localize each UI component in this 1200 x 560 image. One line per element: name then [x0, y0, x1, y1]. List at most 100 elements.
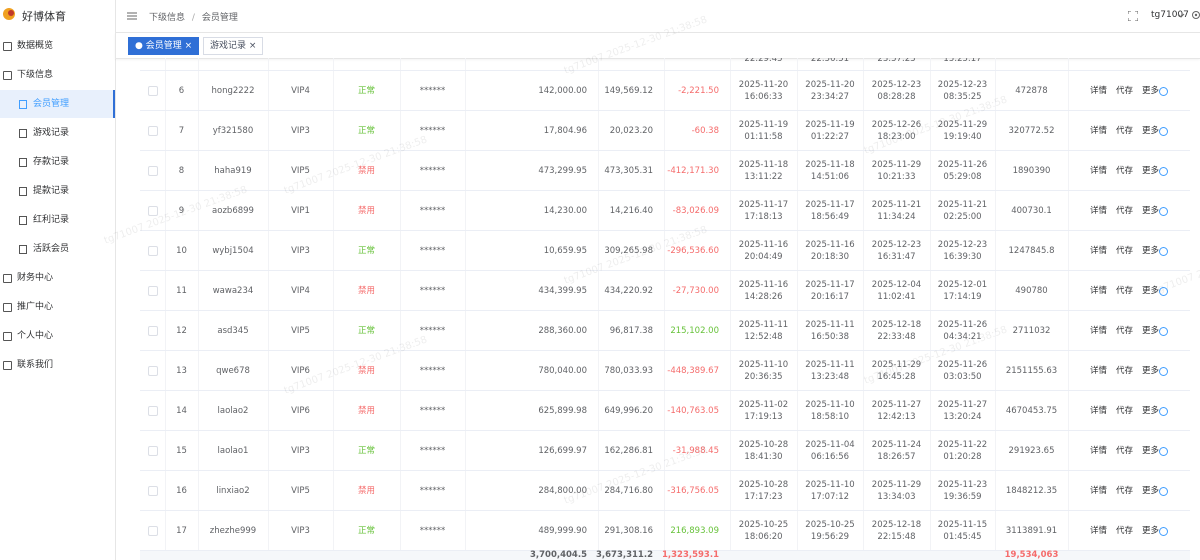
action-2[interactable]: 更多 [1142, 526, 1160, 536]
date-part: 2025-11-11 [805, 320, 855, 330]
row-divider [140, 510, 1190, 511]
action-0[interactable]: 详情 [1089, 86, 1107, 96]
date-part: 2025-10-28 [738, 480, 789, 490]
row-divider [140, 150, 1190, 151]
cell-status: 正常 [357, 446, 375, 456]
action-2[interactable]: 更多 [1142, 206, 1160, 216]
cell-d2: 2025-11-21 11:34:24 [863, 191, 930, 231]
submenu-item[interactable]: 存款记录 [0, 148, 115, 176]
action-0[interactable]: 详情 [1089, 166, 1107, 176]
tab-active[interactable]: ● 会员管理 × [128, 37, 200, 55]
action-1[interactable]: 代存 [1115, 246, 1133, 256]
more-icon [1159, 246, 1169, 256]
cell-profit: -296,536.60 [667, 246, 719, 256]
date-part: 2025-11-10 [805, 480, 855, 490]
menu-item[interactable]: 联系我们 [0, 351, 115, 379]
settings-icon[interactable] [1191, 10, 1200, 20]
action-1[interactable]: 代存 [1115, 286, 1133, 296]
breadcrumb: 下级信息 / 会员管理 [149, 10, 238, 23]
submenu-item[interactable]: 提款记录 [0, 177, 115, 205]
action-0[interactable]: 详情 [1089, 526, 1107, 536]
menu-label: 财务中心 [17, 273, 54, 283]
menu-icon [3, 71, 12, 80]
menu-label: 联系我们 [17, 360, 54, 370]
cell-profit: -412,171.30 [667, 166, 719, 176]
action-1[interactable]: 代存 [1115, 446, 1133, 456]
fullscreen-icon[interactable] [1128, 11, 1138, 21]
action-1[interactable]: 代存 [1115, 126, 1133, 136]
action-0[interactable]: 详情 [1089, 286, 1107, 296]
action-2[interactable]: 更多 [1142, 166, 1160, 176]
submenu-item[interactable]: 红利记录 [0, 206, 115, 234]
checkbox[interactable] [148, 86, 158, 96]
menu-item[interactable]: 推广中心 [0, 293, 115, 321]
action-1[interactable]: 代存 [1115, 206, 1133, 216]
action-2[interactable]: 更多 [1142, 246, 1160, 256]
cell-status: 禁用 [357, 406, 375, 416]
crumb[interactable]: 下级信息 [149, 13, 186, 23]
date-part: 2025-11-02 [738, 400, 789, 410]
cell-bal2: 291,308.16 [604, 526, 653, 536]
action-1[interactable]: 代存 [1115, 326, 1133, 336]
action-2[interactable]: 更多 [1142, 366, 1160, 376]
action-2[interactable]: 更多 [1142, 486, 1160, 496]
cell-d2: 2025-11-29 16:45:28 [863, 351, 930, 391]
checkbox[interactable] [148, 206, 158, 216]
menu-item[interactable]: 财务中心 [0, 264, 115, 292]
action-2[interactable]: 更多 [1142, 446, 1160, 456]
action-1[interactable]: 代存 [1115, 166, 1133, 176]
action-1[interactable]: 代存 [1115, 86, 1133, 96]
action-2[interactable]: 更多 [1142, 126, 1160, 136]
checkbox[interactable] [148, 486, 158, 496]
cell-vip: VIP6 [291, 406, 310, 416]
submenu-item[interactable]: 会员管理 [0, 90, 115, 118]
date-part: 20:04:49 [744, 252, 783, 262]
submenu-item[interactable]: 游戏记录 [0, 119, 115, 147]
action-0[interactable]: 详情 [1089, 406, 1107, 416]
action-0[interactable]: 详情 [1089, 326, 1107, 336]
cell-index: 6 [178, 86, 185, 96]
submenu-item[interactable]: 活跃会员 [0, 235, 115, 263]
action-0[interactable]: 详情 [1089, 446, 1107, 456]
date-part: 14:28:26 [744, 292, 783, 302]
checkbox[interactable] [148, 366, 158, 376]
action-1[interactable]: 代存 [1115, 486, 1133, 496]
date-part: 14:51:06 [810, 172, 850, 182]
menu-label: 数据概览 [17, 41, 54, 51]
date-part: 19:19:40 [943, 132, 982, 142]
cell-index: 10 [176, 246, 187, 256]
menu-item[interactable]: 数据概览 [0, 32, 115, 60]
action-1[interactable]: 代存 [1115, 406, 1133, 416]
action-0[interactable]: 详情 [1089, 246, 1107, 256]
user-name[interactable]: tg71007 [1151, 10, 1189, 20]
cell-vip: VIP3 [291, 446, 310, 456]
action-0[interactable]: 详情 [1089, 126, 1107, 136]
tab[interactable]: 游戏记录 × [203, 37, 264, 55]
action-2[interactable]: 更多 [1142, 326, 1160, 336]
cell-status: 禁用 [357, 166, 375, 176]
cell-d0: 2025-11-18 13:11:22 [730, 151, 797, 191]
checkbox[interactable] [148, 126, 158, 136]
checkbox[interactable] [148, 446, 158, 456]
checkbox[interactable] [148, 526, 158, 536]
checkbox[interactable] [148, 326, 158, 336]
action-1[interactable]: 代存 [1115, 366, 1133, 376]
checkbox[interactable] [148, 286, 158, 296]
action-2[interactable]: 更多 [1142, 286, 1160, 296]
action-1[interactable]: 代存 [1115, 526, 1133, 536]
action-2[interactable]: 更多 [1142, 406, 1160, 416]
action-0[interactable]: 详情 [1089, 366, 1107, 376]
action-2[interactable]: 更多 [1142, 86, 1160, 96]
checkbox[interactable] [148, 406, 158, 416]
cell-pwd: ****** [419, 446, 446, 456]
more-icon [1159, 366, 1169, 376]
checkbox[interactable] [148, 166, 158, 176]
menu-item[interactable]: 下级信息 [0, 61, 115, 89]
cell-profit: -140,763.05 [667, 406, 719, 416]
action-0[interactable]: 详情 [1089, 486, 1107, 496]
action-0[interactable]: 详情 [1089, 206, 1107, 216]
menu-toggle[interactable] [127, 12, 137, 20]
menu-item[interactable]: 个人中心 [0, 322, 115, 350]
date-part: 06:16:56 [810, 452, 850, 462]
checkbox[interactable] [148, 246, 158, 256]
